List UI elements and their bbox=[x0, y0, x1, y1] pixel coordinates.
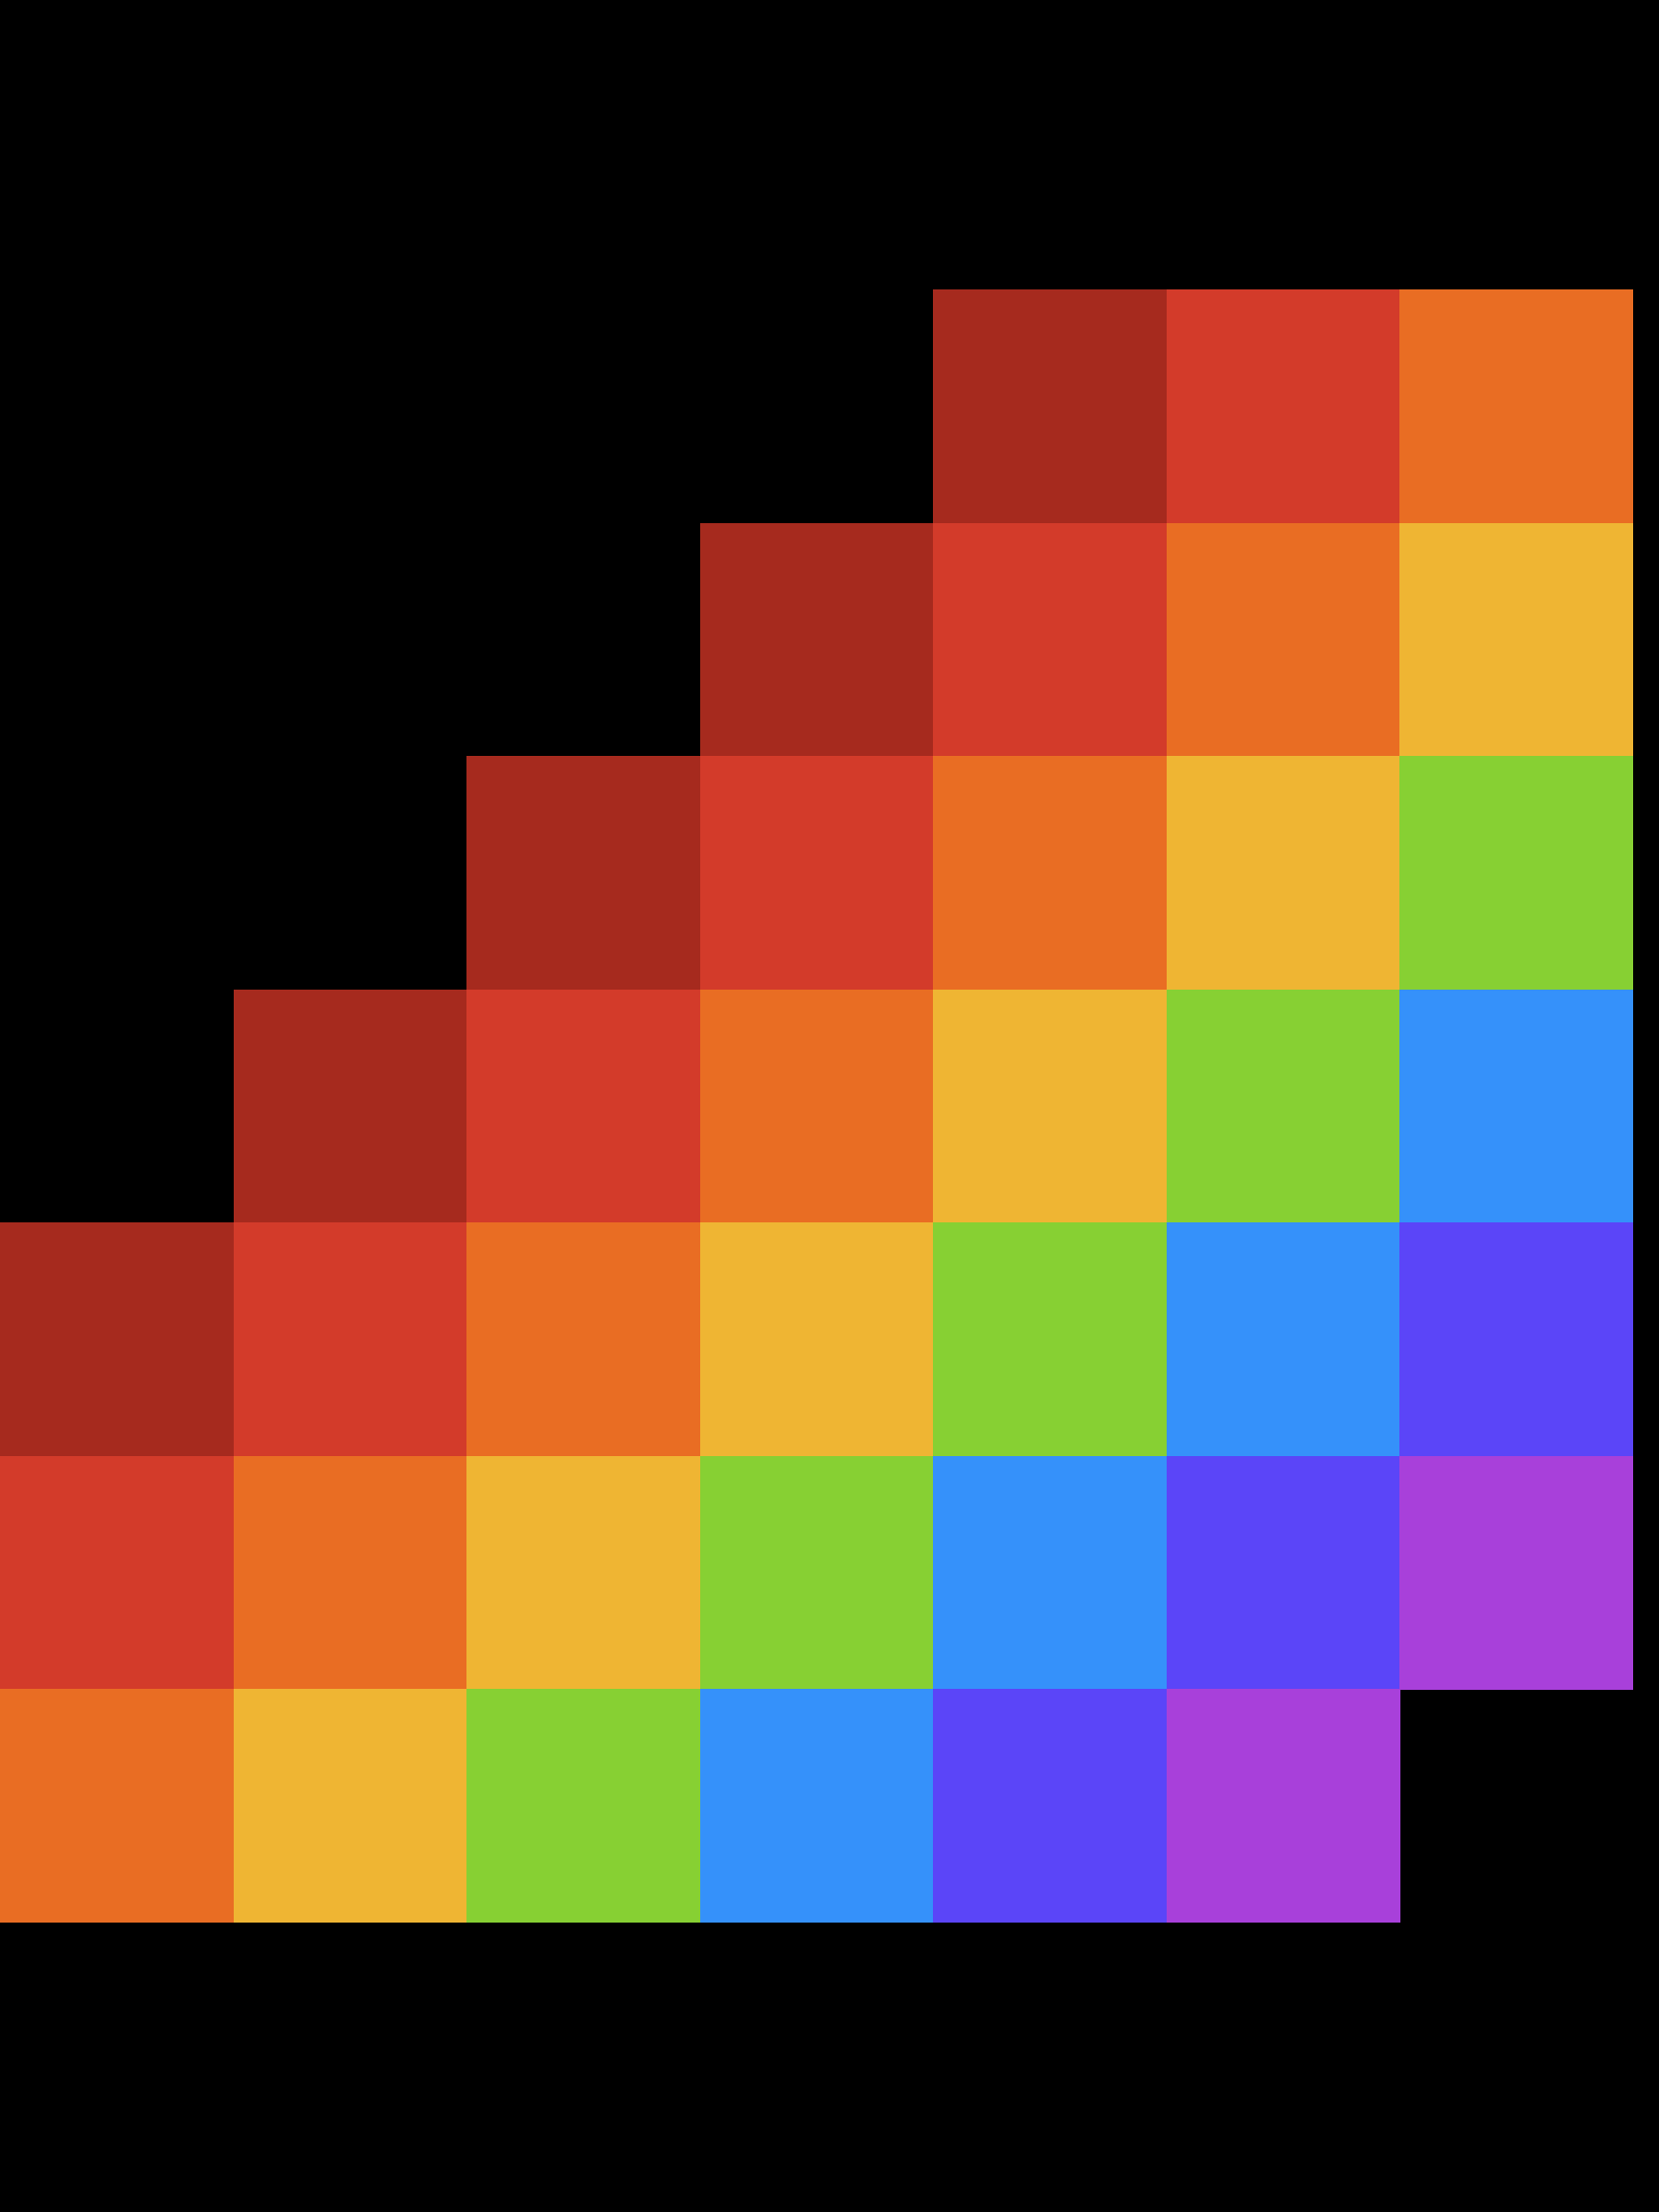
color-tile bbox=[1167, 756, 1400, 990]
color-tile bbox=[466, 756, 700, 990]
color-tile bbox=[1399, 1222, 1633, 1456]
color-tile bbox=[700, 756, 934, 990]
color-tile bbox=[1399, 289, 1633, 523]
color-tile bbox=[933, 1222, 1167, 1456]
color-tile bbox=[700, 523, 934, 757]
color-tile bbox=[700, 1456, 934, 1690]
color-tile bbox=[234, 1222, 467, 1456]
color-tile bbox=[933, 1456, 1167, 1690]
color-tile bbox=[234, 1456, 467, 1690]
color-tile bbox=[1167, 1689, 1400, 1923]
color-tile bbox=[466, 1689, 700, 1923]
color-tile bbox=[1167, 1222, 1400, 1456]
color-tile bbox=[1399, 1456, 1633, 1690]
color-tile bbox=[0, 1222, 234, 1456]
color-tile bbox=[1399, 523, 1633, 757]
color-tile bbox=[1167, 990, 1400, 1223]
color-tile bbox=[933, 1689, 1167, 1923]
color-tile bbox=[1167, 523, 1400, 757]
color-tile bbox=[466, 990, 700, 1223]
color-tile bbox=[1399, 990, 1633, 1223]
color-tile bbox=[933, 756, 1167, 990]
color-tile bbox=[933, 289, 1167, 523]
color-tile bbox=[234, 990, 467, 1223]
color-tile bbox=[700, 1689, 934, 1923]
color-tile bbox=[0, 1689, 234, 1923]
color-tile bbox=[700, 1222, 934, 1456]
color-tile bbox=[933, 523, 1167, 757]
color-tile-grid bbox=[0, 289, 1633, 1923]
color-tile bbox=[1167, 289, 1400, 523]
color-tile bbox=[466, 1222, 700, 1456]
color-tile bbox=[1167, 1456, 1400, 1690]
color-tile bbox=[234, 1689, 467, 1923]
color-tile bbox=[1399, 756, 1633, 990]
color-tile bbox=[700, 990, 934, 1223]
color-tile bbox=[466, 1456, 700, 1690]
color-tile bbox=[933, 990, 1167, 1223]
color-tile bbox=[0, 1456, 234, 1690]
